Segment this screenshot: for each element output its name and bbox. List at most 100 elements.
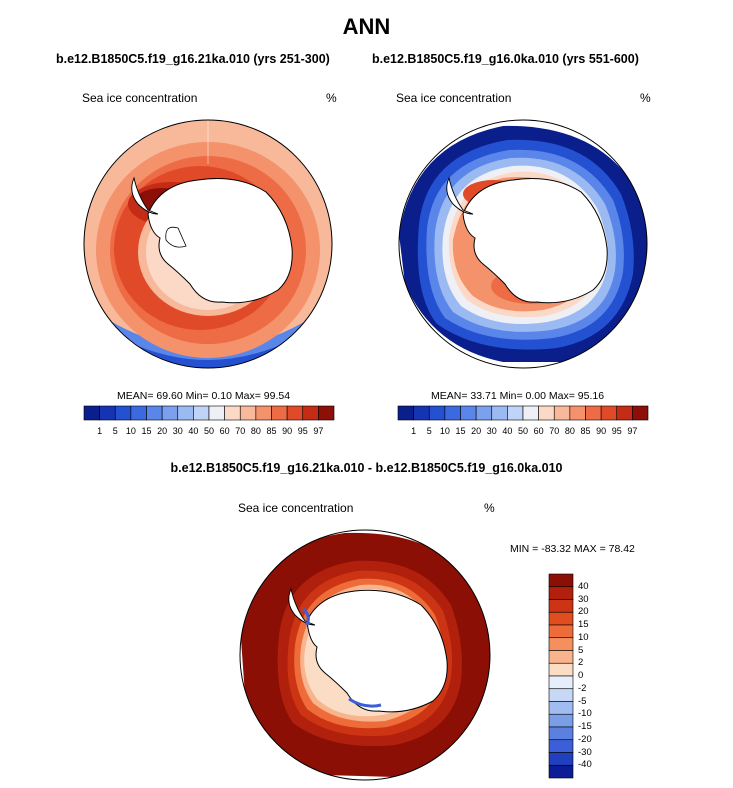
panel-right-variable: Sea ice concentration [396,91,512,105]
panel-left-variable: Sea ice concentration [82,91,198,105]
colorbar-tick-label: 1 [97,426,103,436]
colorbar-right [397,405,649,421]
colorbar-tick-label: 2 [578,657,584,669]
colorbar-tick-label: -10 [578,708,592,720]
colorbar-tick-label: 85 [580,426,591,436]
colorbar-swatch [548,688,574,702]
colorbar-tick-label: 5 [578,644,584,656]
antarctica-continent [147,178,293,304]
colorbar-swatch [632,405,649,421]
colorbar-swatch [114,405,132,421]
colorbar-swatch [146,405,163,421]
colorbar-swatch [130,405,147,421]
colorbar-right-labels: 1 5 10 15 20 30 40 50 60 70 80 85 90 95 97 [398,426,648,438]
colorbar-tick-label: 95 [611,426,622,436]
colorbar-swatch [507,405,524,421]
colorbar-tick-label: -20 [578,733,592,745]
panel-left-units: % [326,91,337,105]
colorbar-swatch [548,611,574,626]
colorbar-tick-label: 30 [578,593,589,605]
panel-right-stats: MEAN= 33.71 Min= 0.00 Max= 95.16 [431,390,605,402]
colorbar-tick-label: 40 [502,426,513,436]
colorbar-swatch [548,675,574,690]
panel-right-units: % [640,91,651,105]
colorbar-tick-label: 60 [533,426,544,436]
colorbar-swatch [548,739,574,753]
colorbar-tick-label: 40 [578,580,589,592]
antarctic-peninsula [131,176,159,215]
colorbar-tick-label: 80 [564,426,575,436]
colorbar-swatch [239,405,257,421]
colorbar-swatch [99,405,116,421]
colorbar-swatch [208,405,225,421]
colorbar-tick-label: 50 [203,426,215,436]
map-left-field [84,120,332,368]
map-right-boundary [398,119,648,369]
colorbar-tick-label: 90 [596,426,607,436]
colorbar-swatch [161,405,179,421]
colorbar-swatch [548,624,574,639]
colorbar-swatch [491,405,508,421]
colorbar-tick-label: 90 [282,426,293,436]
colorbar-swatch [548,701,574,715]
colorbar-tick-label: -2 [578,682,587,694]
colorbar-tick-label: 15 [141,426,152,436]
colorbar-swatch [522,405,539,421]
colorbar-tick-label: 97 [313,426,324,436]
colorbar-swatch [224,405,241,421]
colorbar-swatch [548,662,574,677]
colorbar-swatch [548,764,574,779]
colorbar-tick-label: 0 [578,670,584,681]
colorbar-tick-label: 80 [250,426,261,436]
colorbar-swatch [569,405,586,421]
antarctica-continent-right [462,178,608,304]
colorbar-swatch [413,405,430,421]
map-right-field [399,120,647,368]
colorbar-swatch [475,405,493,421]
colorbar-tick-label: -30 [578,746,592,758]
panel-left-run-title: b.e12.B1850C5.f19_g16.21ka.010 (yrs 251-… [56,52,330,66]
colorbar-swatch [548,586,574,600]
colorbar-tick-label: 10 [578,631,589,643]
colorbar-tick-label: 5 [112,426,118,436]
colorbar-tick-label: 95 [297,426,308,436]
panel-right-run-title: b.e12.B1850C5.f19_g16.0ka.010 (yrs 551-6… [372,52,639,66]
colorbar-swatch [553,405,571,421]
colorbar-tick-label: 85 [266,426,277,436]
colorbar-swatch [548,599,574,613]
colorbar-swatch [444,405,461,421]
colorbar-tick-label: 30 [486,426,497,436]
colorbar-swatch [83,405,100,421]
colorbar-difference-labels: 40 30 20 15 10 5 2 0 -2 -5 -10 -15 -20 -30 -40 [578,574,618,778]
colorbar-tick-label: -40 [578,759,592,771]
antarctica-continent-diff [306,589,448,713]
colorbar-tick-label: 30 [172,426,183,436]
colorbar-tick-label: 20 [157,426,168,436]
colorbar-swatch [538,405,555,421]
colorbar-swatch [318,405,335,421]
map-difference-boundary [239,529,491,781]
colorbar-swatch [177,405,194,421]
colorbar-left [83,405,335,421]
colorbar-tick-label: 20 [578,606,589,618]
colorbar-swatch [585,405,602,421]
colorbar-difference [548,573,574,779]
colorbar-swatch [286,405,304,421]
colorbar-swatch [302,405,319,421]
colorbar-swatch [548,726,574,741]
map-difference [239,529,491,781]
colorbar-tick-label: 10 [125,426,136,436]
panel-left-stats: MEAN= 69.60 Min= 0.10 Max= 99.54 [117,390,291,402]
difference-title: b.e12.B1850C5.f19_g16.21ka.010 - b.e12.B… [170,461,563,475]
colorbar-left-labels: 1 5 10 15 20 30 40 50 60 70 80 85 90 95 97 [84,426,334,438]
colorbar-tick-label: -5 [578,695,587,707]
colorbar-tick-label: -15 [578,721,592,732]
difference-variable: Sea ice concentration [238,501,354,515]
colorbar-swatch [600,405,618,421]
colorbar-tick-label: 5 [426,426,432,436]
colorbar-tick-label: 15 [578,619,589,630]
colorbar-swatch [460,405,477,421]
colorbar-swatch [548,752,574,766]
colorbar-swatch [397,405,414,421]
colorbar-swatch [271,405,288,421]
